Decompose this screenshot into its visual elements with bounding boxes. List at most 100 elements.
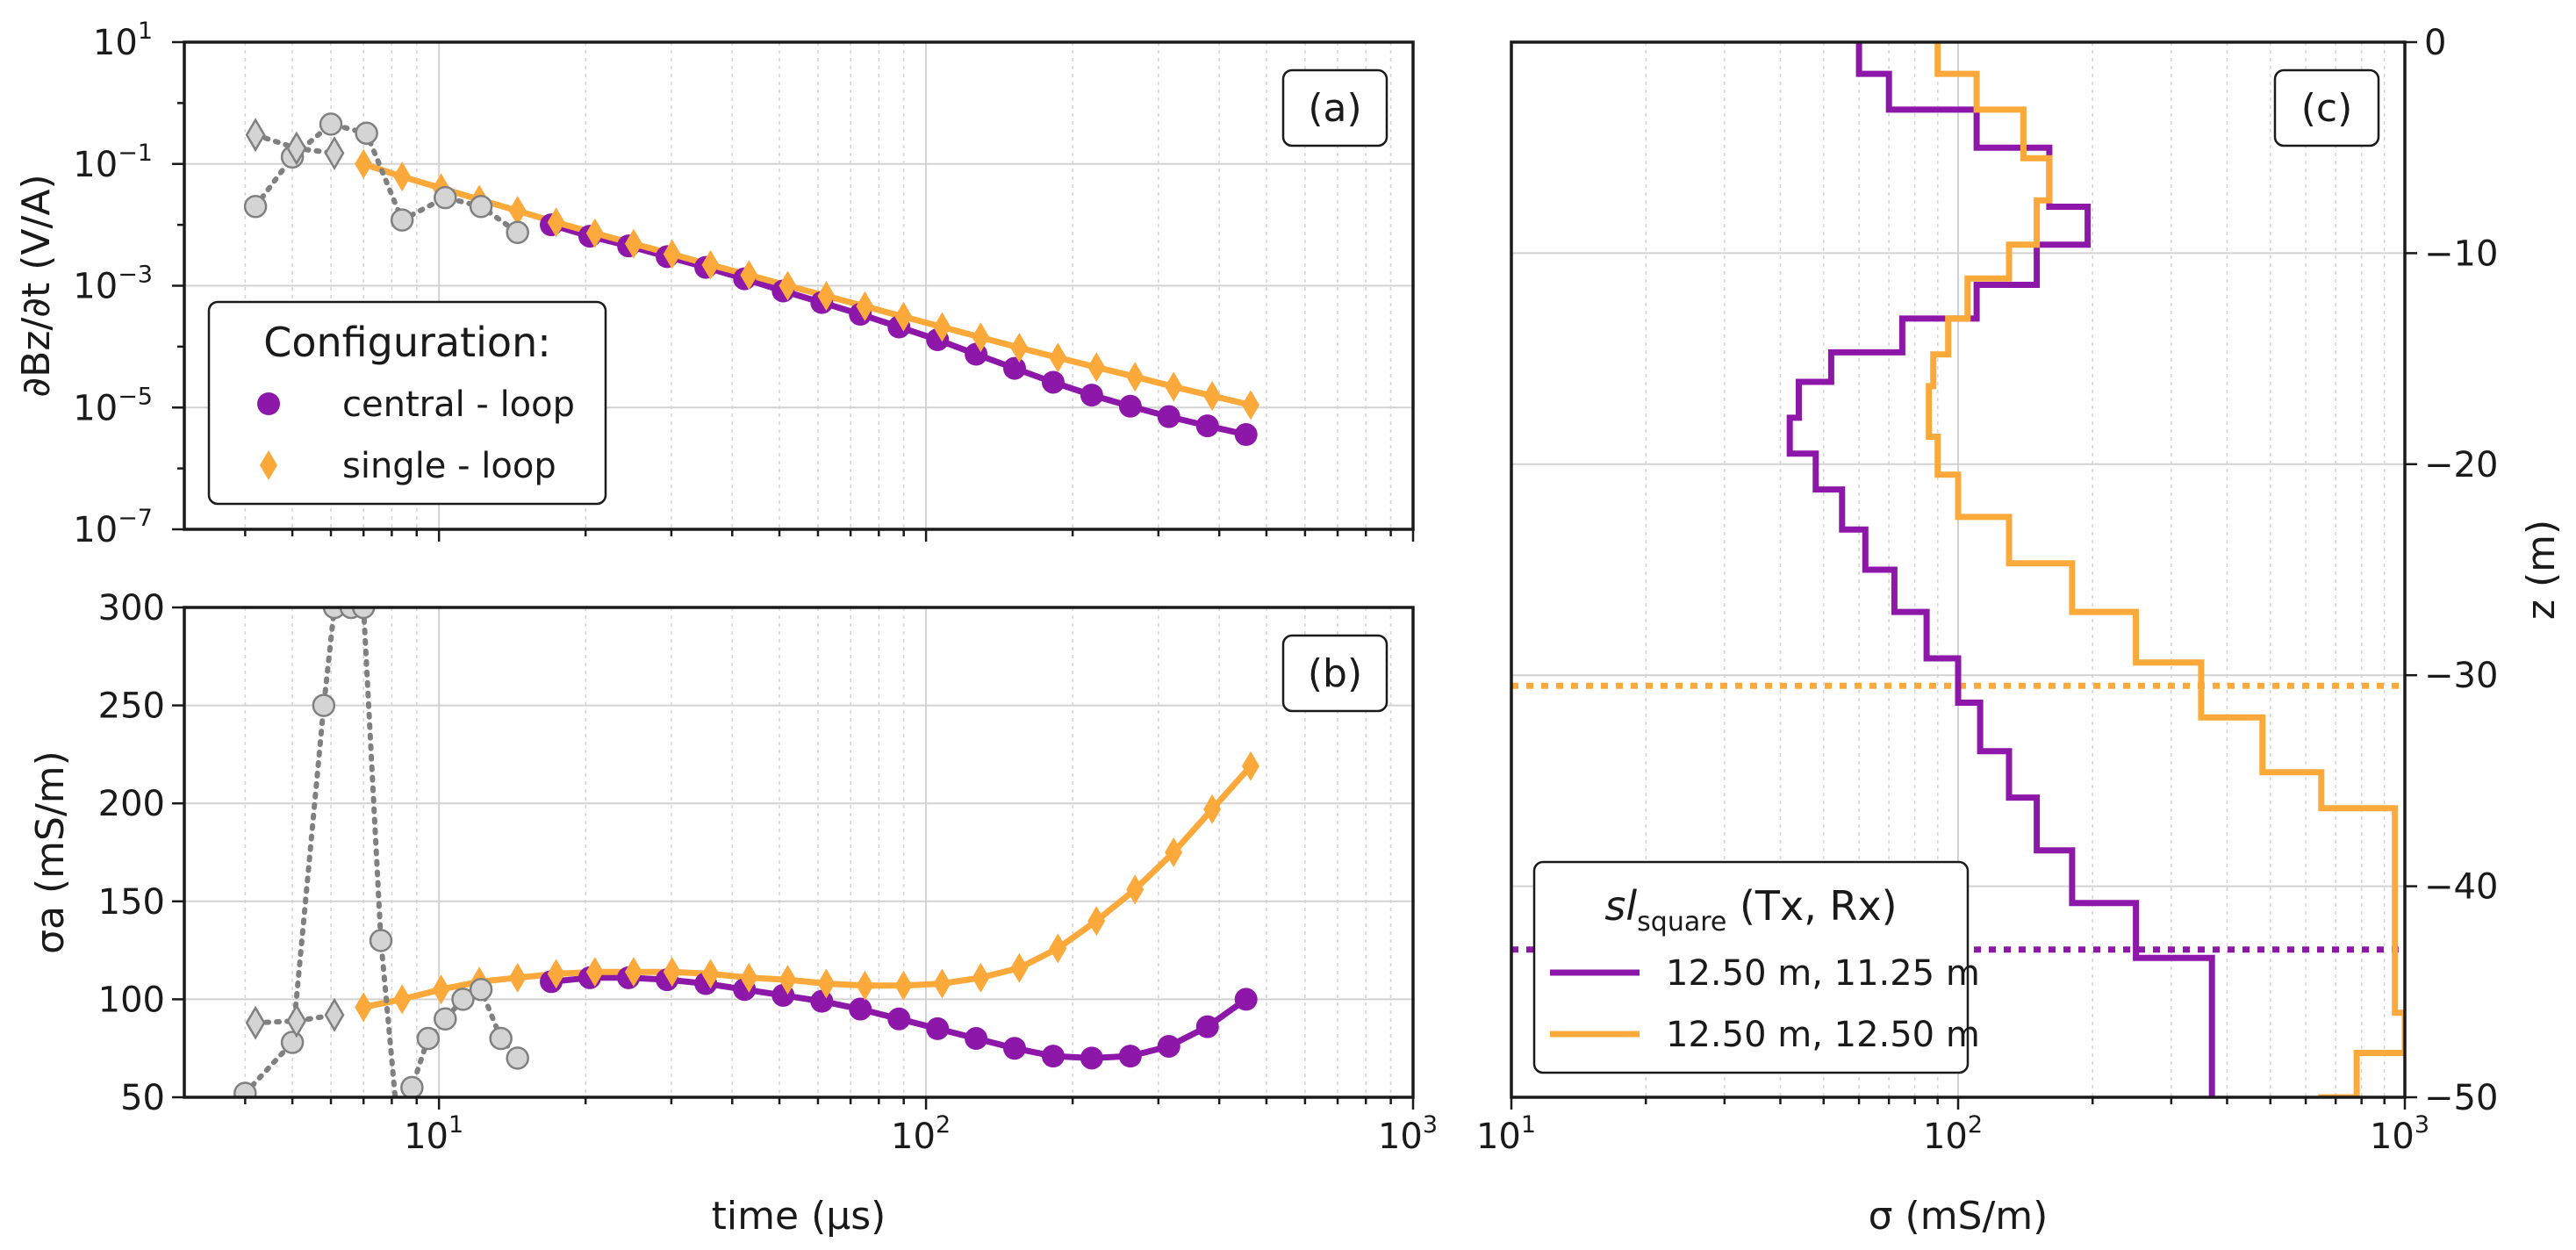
single-loop-marker — [585, 957, 604, 988]
central-loop-marker — [926, 1017, 950, 1040]
x-tick-label: 101 — [404, 1111, 463, 1157]
central-loop-marker — [1080, 1046, 1103, 1070]
single-loop-marker — [432, 974, 450, 1005]
legend-title-a: Configuration: — [263, 319, 550, 366]
single-loop-marker — [933, 312, 951, 342]
legend-box-a — [207, 300, 607, 506]
y-tick-label: 300 — [98, 588, 165, 629]
gray-diamond-marker — [324, 997, 345, 1032]
x-tick-label-base: 10 — [1923, 1117, 1968, 1157]
plot-frame-b — [183, 606, 1415, 1099]
central-loop-marker — [1195, 1015, 1219, 1038]
y-tick-label-exp: 1 — [138, 18, 153, 45]
central-loop-marker — [887, 1007, 911, 1031]
legend-title-c: slsquare (Tx, Rx) — [1604, 882, 1897, 938]
central-loop-marker — [1118, 394, 1142, 418]
x-tick-label-exp: 1 — [1521, 1111, 1536, 1139]
single-loop-marker — [393, 162, 412, 192]
y-tick-label: 100 — [98, 980, 165, 1020]
y-tick-label-base: 10 — [73, 388, 118, 428]
single-loop-marker — [547, 959, 565, 989]
single-loop-marker — [972, 962, 990, 993]
legend-entry-label: 12.50 m, 12.50 m — [1666, 1015, 1980, 1055]
y-tick-label: 10−5 — [73, 383, 153, 428]
y-tick-label: 250 — [98, 686, 165, 727]
legend-box-c — [1532, 860, 1970, 1074]
y-axis-label-b: σa (mS/m) — [28, 751, 73, 954]
single-loop-marker — [508, 962, 527, 993]
single-loop-marker — [1241, 390, 1259, 420]
single-loop-marker — [1241, 751, 1259, 781]
x-tick-label-exp: 2 — [936, 1111, 951, 1139]
single-loop-marker — [972, 322, 990, 353]
y-tick-label: 50 — [120, 1078, 165, 1118]
x-tick-label-base: 10 — [2370, 1117, 2415, 1157]
panel-label-box-b — [1281, 634, 1388, 713]
gray-circle-marker — [434, 1007, 457, 1031]
single-loop-marker — [894, 970, 913, 1001]
central-loop-marker — [1080, 384, 1103, 407]
single-loop-marker — [779, 270, 797, 301]
series-c — [1511, 42, 2405, 1097]
y-tick-label-exp: −5 — [118, 383, 153, 410]
single-loop-marker — [624, 957, 642, 988]
single-loop-marker — [393, 984, 412, 1015]
x-tick-label-exp: 3 — [2415, 1111, 2429, 1139]
y-tick-label-exp: −7 — [118, 505, 153, 532]
central-loop-marker — [1002, 356, 1026, 380]
x-tick-label: 101 — [1476, 1111, 1536, 1157]
legend-marker-central — [257, 392, 280, 415]
single-loop-marker — [817, 281, 836, 312]
ticks-b — [172, 606, 1415, 1110]
single-loop-marker — [1010, 952, 1029, 983]
single-loop-marker — [1049, 933, 1067, 964]
x-tick-label-base: 10 — [1378, 1117, 1423, 1157]
panel-label-b: (b) — [1308, 651, 1362, 696]
series-line-central-loop-removed-early-times- — [242, 607, 520, 1097]
y-tick-label: −10 — [2424, 233, 2498, 274]
central-loop-marker — [965, 1027, 988, 1051]
central-loop-marker — [810, 989, 834, 1013]
single-loop-marker — [740, 260, 758, 291]
single-loop-marker — [1165, 837, 1183, 867]
single-loop-marker — [740, 962, 758, 993]
legend-marker-single — [260, 450, 277, 480]
central-loop-marker — [1234, 423, 1258, 447]
single-loop-marker — [1165, 371, 1183, 402]
single-loop-marker — [585, 218, 604, 248]
single-loop-marker — [856, 970, 874, 1001]
gray-circle-marker — [469, 977, 493, 1002]
gray-circle-marker — [400, 1075, 424, 1097]
single-loop-marker — [547, 207, 565, 238]
gray-circle-marker — [355, 121, 378, 145]
single-loop-marker — [817, 968, 836, 999]
plot-frame-a — [183, 40, 1415, 531]
single-loop-marker — [856, 291, 874, 321]
x-tick-label-base: 10 — [404, 1117, 448, 1157]
central-loop-marker — [1157, 1034, 1180, 1058]
conductivity-profile-central — [1786, 42, 2215, 1097]
central-loop-marker — [849, 997, 872, 1021]
legend-entry-label: 12.50 m, 11.25 m — [1666, 953, 1980, 994]
single-loop-marker — [1087, 352, 1106, 383]
single-loop-marker — [1126, 362, 1144, 392]
series-line-single-loop — [360, 763, 1254, 1010]
x-axis-label-b: time (µs) — [712, 1194, 886, 1239]
single-loop-marker — [1087, 906, 1106, 937]
central-loop-marker — [1157, 405, 1180, 428]
single-loop-marker — [1203, 381, 1222, 412]
y-tick-label: −40 — [2424, 867, 2498, 908]
y-tick-label-base: 10 — [73, 510, 118, 550]
gray-circle-marker — [416, 1026, 441, 1051]
single-loop-marker — [1203, 794, 1222, 824]
gray-circle-marker — [369, 929, 393, 952]
central-loop-marker — [1234, 988, 1258, 1011]
legend-title-subscript: square — [1637, 907, 1726, 938]
gray-circle-marker — [390, 208, 414, 232]
x-tick-label-exp: 1 — [448, 1111, 463, 1139]
legend-title-suffix: (Tx, Rx) — [1726, 882, 1897, 930]
single-loop-marker — [624, 228, 642, 259]
legend-entry-label: central - loop — [342, 384, 575, 425]
